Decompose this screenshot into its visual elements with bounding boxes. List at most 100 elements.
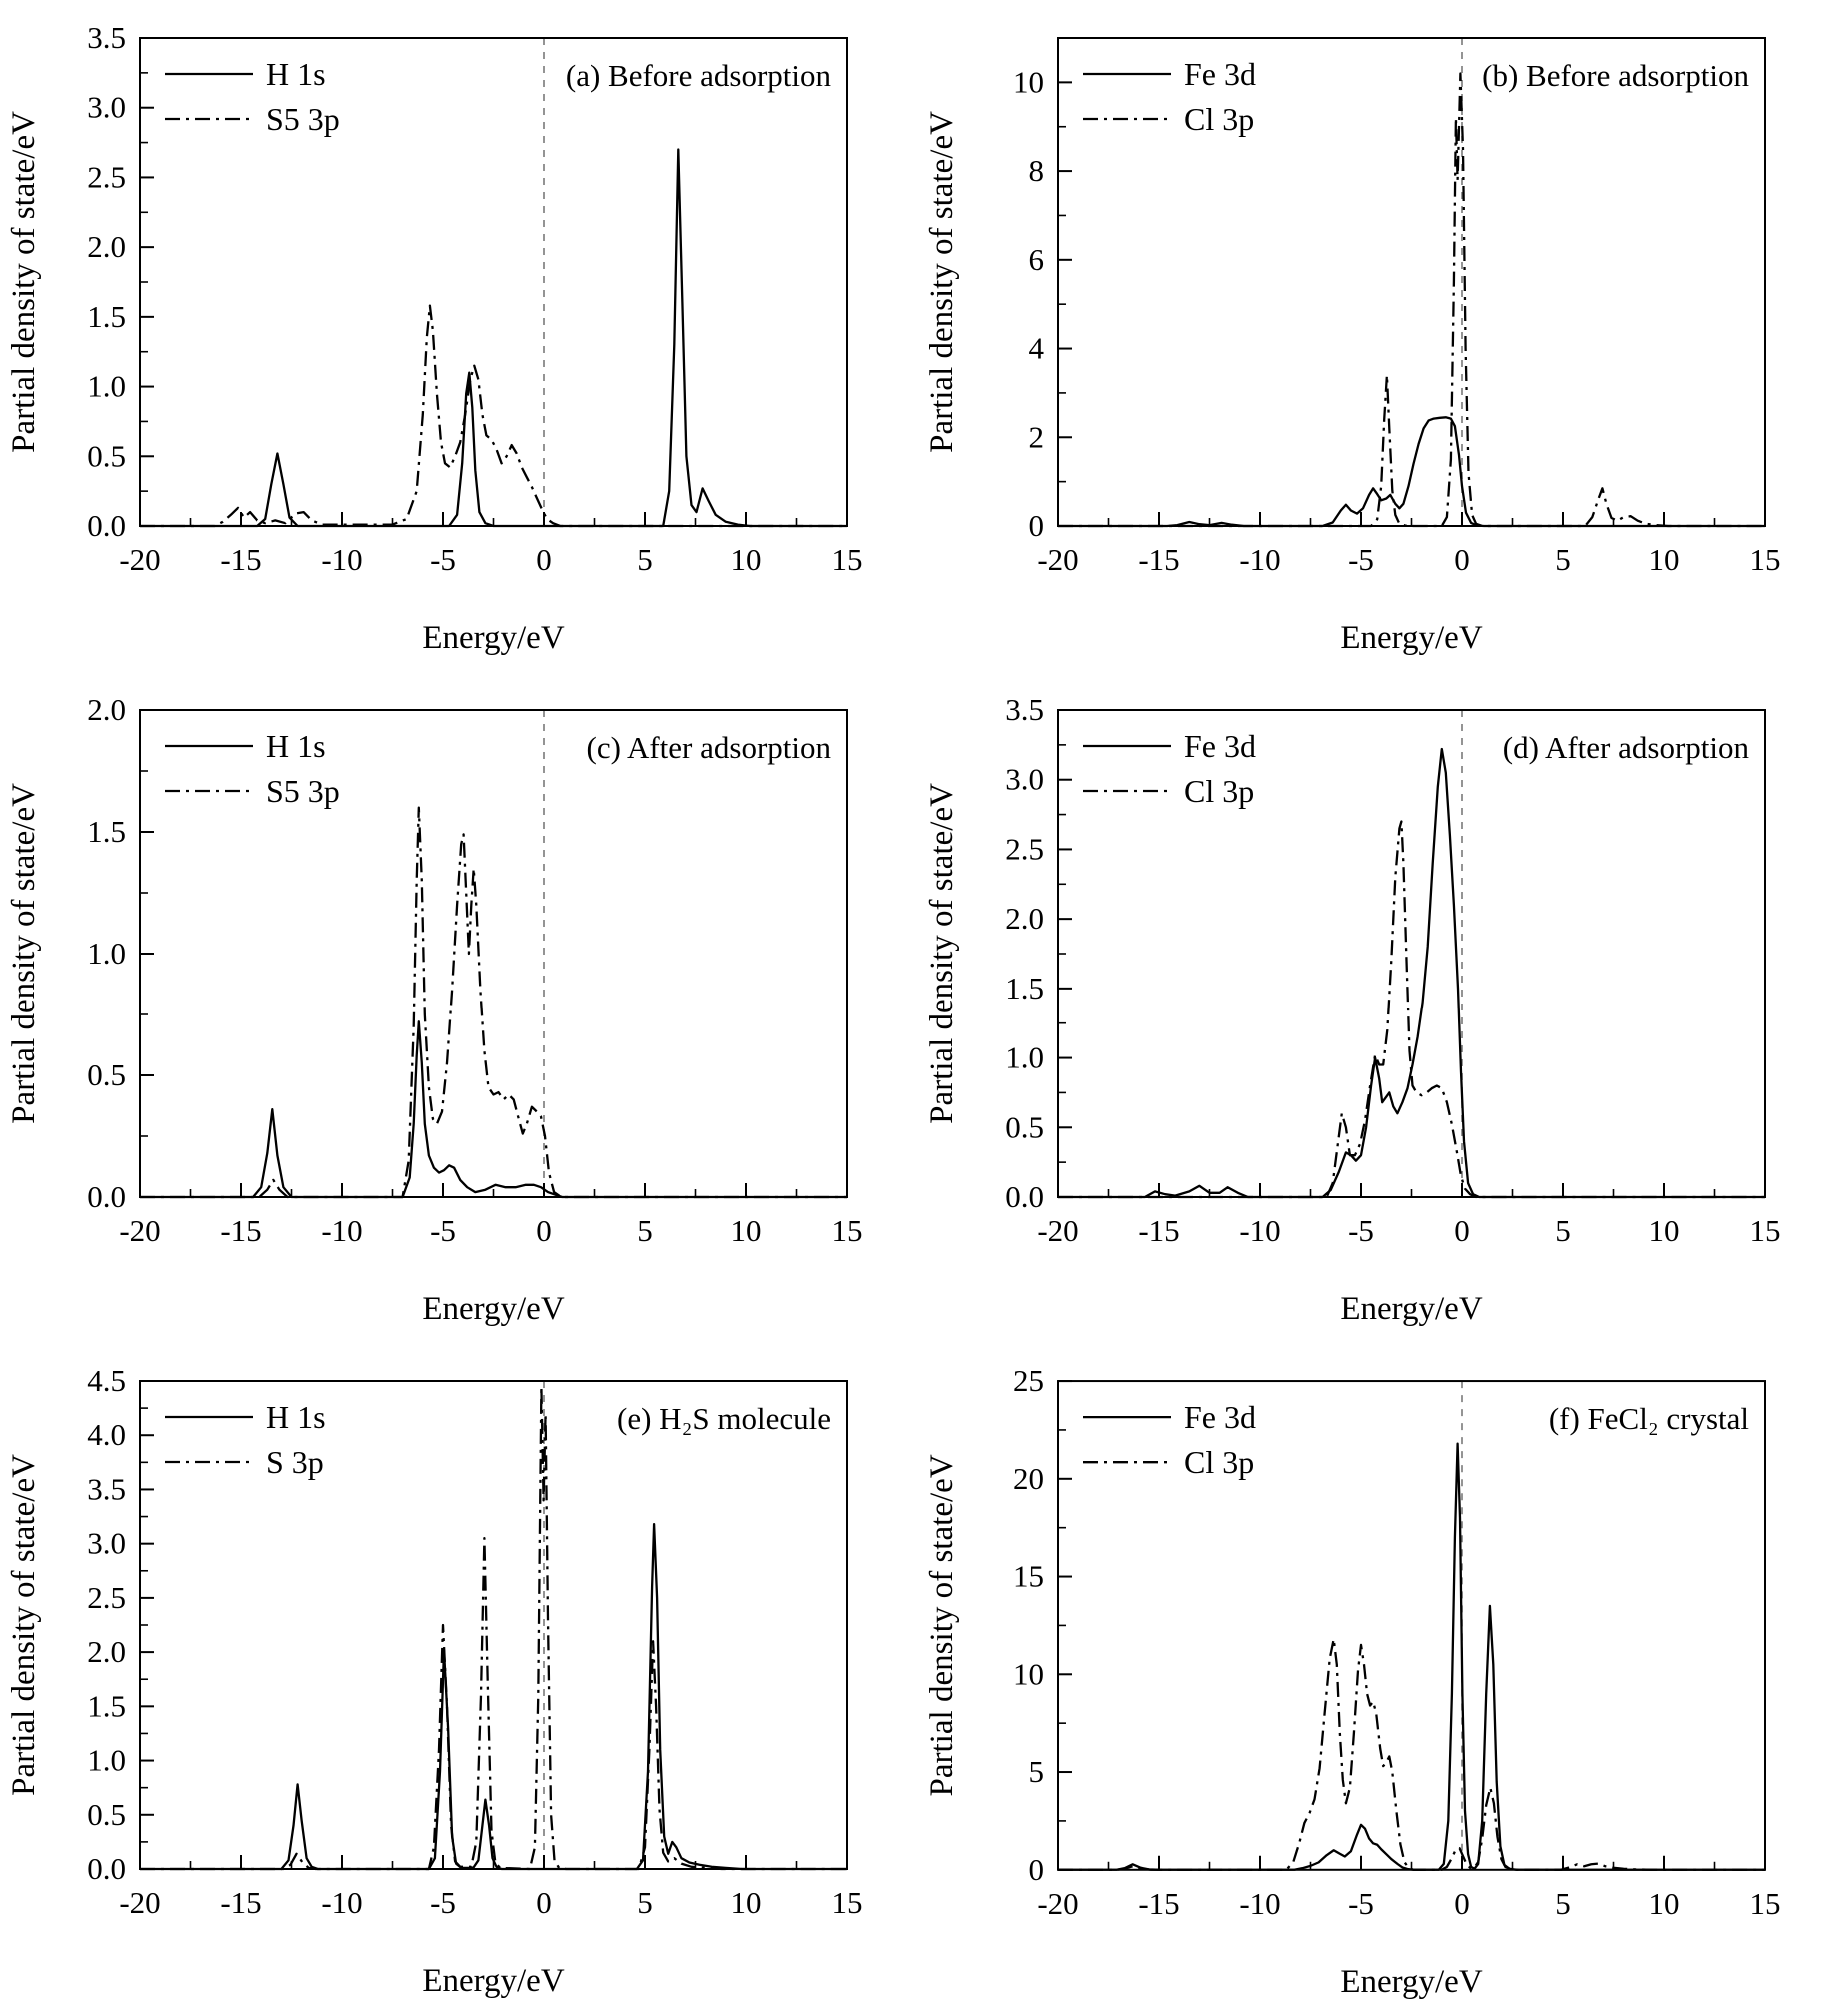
x-axis-title: Energy/eV — [422, 1963, 565, 1999]
y-tick-label: 0.5 — [87, 438, 126, 473]
panel-annotation: (a) Before adsorption — [566, 58, 832, 93]
panel-annotation: (d) After adsorption — [1503, 730, 1750, 765]
y-axis-title: Partial density of state/eV — [6, 111, 42, 453]
x-tick-label: 0 — [1454, 1213, 1470, 1248]
dos-chart-e: -20 -15 -10 -5 0 5 10 15 0.0 0.5 1.0 1.5 2.0 2.5 3.0 3.… — [6, 1363, 863, 1999]
x-tick-label: -20 — [1037, 1886, 1078, 1921]
x-tick-label: 5 — [637, 1885, 653, 1920]
x-tick-label: -5 — [1348, 1213, 1374, 1248]
x-tick-label: 10 — [731, 1885, 762, 1920]
y-tick-label: 1.5 — [87, 814, 126, 849]
x-tick-label: 15 — [832, 1213, 863, 1248]
x-tick-label: 5 — [1555, 542, 1571, 577]
x-tick-label: -5 — [1348, 542, 1374, 577]
x-tick-label: -5 — [430, 1885, 456, 1920]
series-line-h-1s — [140, 1020, 847, 1199]
y-tick-label: 1.0 — [1005, 1040, 1044, 1075]
plot-box — [1057, 37, 1766, 527]
x-tick-label: 15 — [832, 1885, 863, 1920]
x-tick-label: -20 — [1037, 1213, 1078, 1248]
x-tick-label: -5 — [430, 542, 456, 577]
y-tick-label: 15 — [1013, 1559, 1044, 1594]
y-tick-label: 2.0 — [87, 1634, 126, 1669]
y-tick-label: 25 — [1013, 1363, 1044, 1398]
legend-label: Fe 3d — [1184, 728, 1256, 764]
plot-box — [139, 709, 848, 1198]
series-line-fe-3d — [1058, 747, 1765, 1199]
series-line-s5-3p — [140, 304, 847, 528]
y-axis-title: Partial density of state/eV — [6, 783, 42, 1124]
legend-label: S5 3p — [266, 773, 340, 809]
x-tick-label: -10 — [321, 1213, 362, 1248]
x-tick-label: 0 — [1454, 542, 1470, 577]
x-axis-title: Energy/eV — [1340, 620, 1483, 656]
x-tick-label: -10 — [1239, 1213, 1280, 1248]
x-tick-label: -10 — [1239, 1886, 1280, 1921]
x-tick-label: 5 — [637, 1213, 653, 1248]
y-tick-label: 0.5 — [87, 1797, 126, 1832]
y-tick-label: 2 — [1029, 419, 1045, 454]
x-tick-label: -20 — [119, 1213, 160, 1248]
series-line-cl-3p — [1058, 1637, 1765, 1871]
series-line-s5-3p — [140, 806, 847, 1199]
y-tick-label: 10 — [1013, 64, 1044, 99]
y-tick-label: 3.5 — [87, 1471, 126, 1506]
panel-annotation: (c) After adsorption — [587, 730, 832, 765]
y-tick-label: 0 — [1028, 1852, 1044, 1887]
plot-box — [1057, 1380, 1766, 1871]
x-tick-label: 10 — [1649, 1886, 1680, 1921]
y-tick-label: 0.5 — [87, 1057, 126, 1092]
x-tick-label: 5 — [1555, 1213, 1571, 1248]
series-line-h-1s — [140, 1522, 847, 1871]
x-tick-label: -10 — [321, 542, 362, 577]
x-tick-label: -15 — [220, 542, 261, 577]
x-tick-label: 0 — [536, 1213, 552, 1248]
panel-b-before-adsorption-fecl: -20 -15 -10 -5 0 5 10 15 0 2 4 6 8 10 Fe 3d Cl 3p (b) Be… — [918, 0, 1837, 672]
panel-annotation: (e) H₂S molecule — [617, 1401, 831, 1436]
series-line-fe-3d — [1058, 1442, 1765, 1871]
x-tick-label: 0 — [536, 542, 552, 577]
x-axis-title: Energy/eV — [422, 1291, 565, 1327]
x-tick-label: 10 — [1649, 542, 1680, 577]
x-tick-label: -15 — [1138, 542, 1179, 577]
x-tick-label: 15 — [1750, 1886, 1781, 1921]
panel-f-fecl2-crystal: -20 -15 -10 -5 0 5 10 15 0 5 10 15 20 25 Fe 3d Cl 3p (f)… — [918, 1343, 1837, 2016]
y-tick-label: 4 — [1029, 331, 1045, 366]
x-tick-label: -5 — [1348, 1886, 1374, 1921]
y-axis-title: Partial density of state/eV — [924, 111, 960, 453]
panel-annotation: (b) Before adsorption — [1482, 58, 1749, 93]
y-tick-label: 1.5 — [1005, 971, 1044, 1006]
y-tick-label: 3.0 — [87, 90, 126, 125]
y-axis-title: Partial density of state/eV — [6, 1454, 42, 1796]
x-tick-label: 15 — [1750, 1213, 1781, 1248]
y-tick-label: 10 — [1013, 1656, 1044, 1691]
x-tick-label: 10 — [731, 1213, 762, 1248]
legend-label: Cl 3p — [1184, 773, 1254, 809]
x-tick-label: -15 — [1138, 1886, 1179, 1921]
panel-c-after-adsorption-h2s: -20 -15 -10 -5 0 5 10 15 0.0 0.5 1.0 1.5 2.0 H 1s S5 3… — [0, 672, 918, 1343]
x-tick-label: -10 — [321, 1885, 362, 1920]
y-tick-label: 0 — [1029, 508, 1045, 543]
y-tick-label: 20 — [1013, 1461, 1044, 1496]
y-tick-label: 1.0 — [87, 936, 126, 971]
x-tick-label: -15 — [220, 1885, 261, 1920]
x-tick-label: 10 — [1649, 1213, 1680, 1248]
x-tick-label: 15 — [1750, 542, 1781, 577]
dos-chart-b: -20 -15 -10 -5 0 5 10 15 0 2 4 6 8 10 Fe 3d Cl 3p (b) Be… — [924, 37, 1781, 656]
y-tick-label: 0.0 — [87, 1851, 126, 1886]
legend-label: Cl 3p — [1184, 101, 1254, 137]
plot-box — [139, 1380, 848, 1870]
series-line-cl-3p — [1058, 820, 1765, 1199]
y-tick-label: 3.5 — [87, 20, 126, 55]
y-tick-label: 0.0 — [87, 1179, 126, 1214]
y-tick-label: 1.5 — [87, 299, 126, 334]
legend-label: Cl 3p — [1184, 1444, 1254, 1480]
series-line-s-3p — [140, 1385, 847, 1871]
y-tick-label: 1.0 — [87, 369, 126, 404]
y-tick-label: 1.0 — [87, 1743, 126, 1778]
dos-chart-d: -20 -15 -10 -5 0 5 10 15 0.0 0.5 1.0 1.5 2.0 2.5 3.0 3.… — [924, 692, 1781, 1327]
legend-label: H 1s — [266, 728, 326, 764]
y-tick-label: 2.5 — [1005, 831, 1044, 866]
dos-chart-c: -20 -15 -10 -5 0 5 10 15 0.0 0.5 1.0 1.5 2.0 H 1s S5 3… — [6, 692, 863, 1327]
series-line-fe-3d — [1058, 416, 1765, 528]
